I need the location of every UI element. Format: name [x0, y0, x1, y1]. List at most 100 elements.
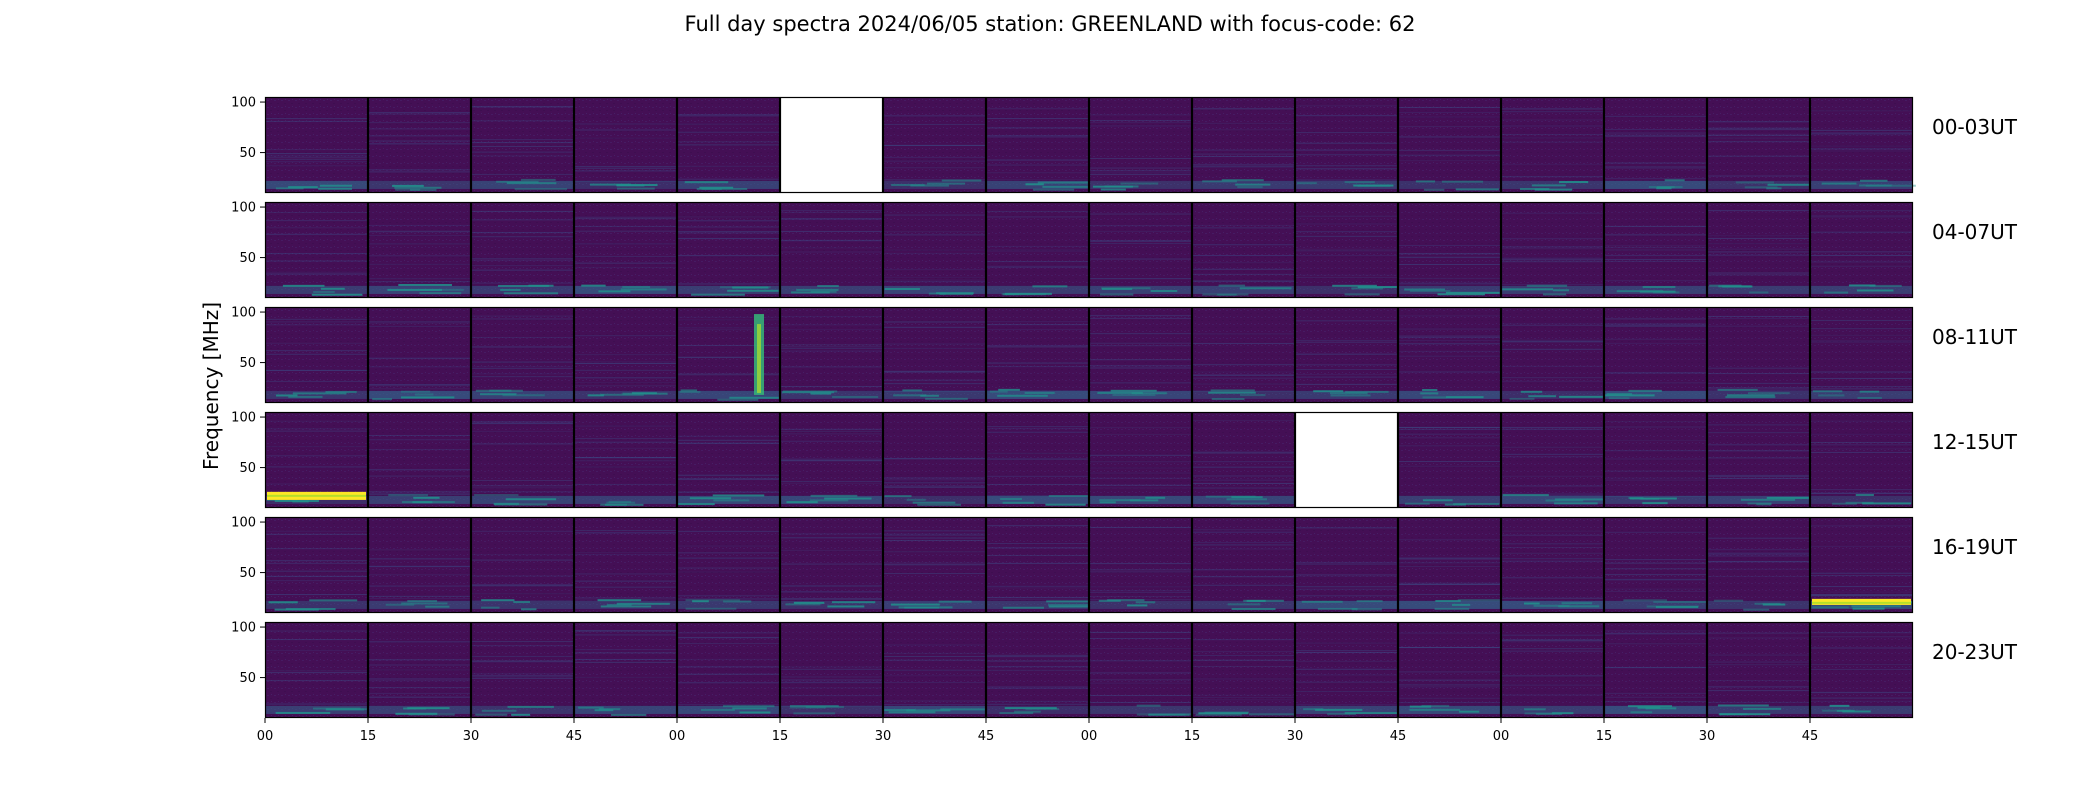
low-band	[1604, 390, 1707, 399]
low-band	[1089, 390, 1192, 399]
low-band	[1398, 390, 1501, 399]
x-tick-label: 30	[1699, 729, 1716, 744]
spectrum-panel	[883, 412, 986, 508]
low-band	[1604, 705, 1707, 714]
missing-panel	[1295, 412, 1398, 508]
spectrum-panel	[574, 307, 677, 403]
low-band	[265, 285, 368, 294]
spectrum-panel	[1707, 412, 1810, 508]
low-band	[265, 180, 368, 189]
y-tick-label: 100	[231, 201, 256, 216]
spectrum-panel	[677, 202, 780, 298]
spectrum-panel	[574, 622, 677, 718]
x-tick-label: 45	[1390, 729, 1407, 744]
low-band	[265, 600, 368, 609]
spectrum-panel	[1707, 202, 1810, 298]
low-band	[780, 705, 883, 714]
x-tick-label: 30	[463, 729, 480, 744]
row-time-label: 08-11UT	[1932, 325, 2018, 349]
missing-panel	[780, 97, 883, 193]
low-band	[780, 390, 883, 399]
x-tick-label: 15	[360, 729, 377, 744]
x-tick-label: 15	[1184, 729, 1201, 744]
spectrum-panel	[1604, 307, 1707, 403]
spectrum-panel	[1707, 622, 1810, 718]
low-band	[471, 180, 574, 189]
spectrum-panel	[1707, 307, 1810, 403]
spectrum-panel	[368, 412, 471, 508]
x-tick-label: 45	[978, 729, 995, 744]
spectrum-panel	[368, 622, 471, 718]
spectrum-panel	[780, 202, 883, 298]
x-tick-label: 00	[1081, 729, 1098, 744]
x-tick-label: 30	[875, 729, 892, 744]
spectrum-panel	[883, 307, 986, 403]
low-band	[471, 600, 574, 609]
low-band	[1089, 180, 1192, 189]
low-band	[265, 705, 368, 714]
low-band	[368, 495, 471, 504]
spectrum-panel	[780, 412, 883, 508]
low-band	[986, 600, 1089, 609]
y-tick-label: 50	[239, 146, 256, 161]
y-tick-label: 50	[239, 461, 256, 476]
spectrum-panel	[986, 412, 1089, 508]
x-tick-label: 00	[669, 729, 686, 744]
low-band	[471, 390, 574, 399]
low-band	[574, 705, 677, 714]
spectrum-panel	[1707, 517, 1810, 613]
spectrum-panel	[265, 202, 368, 298]
spectrum-panel	[368, 202, 471, 298]
low-band	[1089, 705, 1192, 714]
low-band	[1398, 600, 1501, 609]
low-band	[1089, 285, 1192, 294]
spectrum-panel	[265, 97, 368, 193]
spectrum-panel	[1604, 202, 1707, 298]
low-band	[1810, 705, 1913, 714]
spectrum-panel	[368, 517, 471, 613]
spectrum-panel	[1089, 97, 1192, 193]
spectrum-panel	[1604, 517, 1707, 613]
spectrum-panel	[780, 307, 883, 403]
low-band	[1604, 495, 1707, 504]
low-band	[1707, 705, 1810, 714]
spectrum-panel	[1295, 307, 1398, 403]
x-tick-label: 45	[566, 729, 583, 744]
low-band	[677, 180, 780, 189]
low-band	[1192, 600, 1295, 609]
spectrum-panel	[1398, 97, 1501, 193]
spectrum-panel	[574, 97, 677, 193]
y-tick-label: 100	[231, 411, 256, 426]
spectrum-panel	[1089, 517, 1192, 613]
low-band	[986, 705, 1089, 714]
spectrum-panel	[677, 97, 780, 193]
low-band	[1707, 600, 1810, 609]
spectrum-panel	[574, 202, 677, 298]
spectrum-panel	[1501, 517, 1604, 613]
spectrum-panel	[986, 517, 1089, 613]
spectrum-panel	[1192, 412, 1295, 508]
spectrum-panel	[1810, 517, 1913, 613]
low-band	[368, 390, 471, 399]
low-band	[1501, 390, 1604, 399]
spectrum-panel	[986, 622, 1089, 718]
low-band	[471, 285, 574, 294]
spectrum-panel	[471, 202, 574, 298]
low-band	[368, 705, 471, 714]
x-tick-label: 15	[1596, 729, 1613, 744]
low-band	[1295, 180, 1398, 189]
spectrum-panel	[574, 517, 677, 613]
spectrum-panel	[1398, 307, 1501, 403]
spectrum-panel	[1192, 97, 1295, 193]
low-band	[1501, 705, 1604, 714]
low-band	[677, 390, 780, 399]
spectrum-panel	[1089, 412, 1192, 508]
y-tick-label: 100	[231, 621, 256, 636]
spectrum-panel	[1295, 202, 1398, 298]
spectrum-panel	[265, 622, 368, 718]
spectrum-panel	[1501, 307, 1604, 403]
low-band	[574, 495, 677, 504]
low-band	[1192, 285, 1295, 294]
low-band	[1295, 600, 1398, 609]
spectrum-panel	[1192, 202, 1295, 298]
